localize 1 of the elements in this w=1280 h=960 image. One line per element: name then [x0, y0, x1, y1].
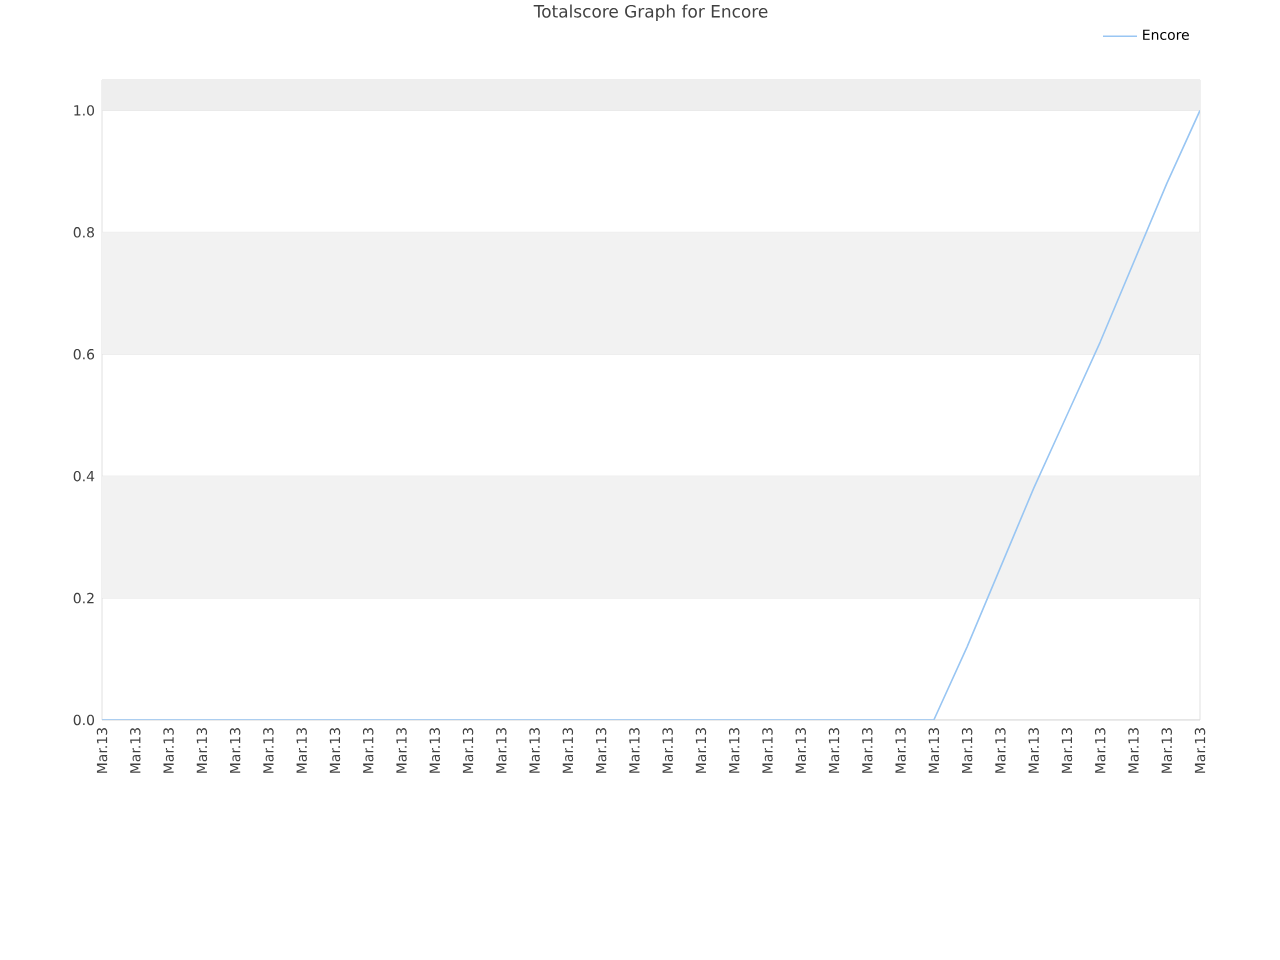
chart-title: Totalscore Graph for Encore: [533, 4, 768, 21]
